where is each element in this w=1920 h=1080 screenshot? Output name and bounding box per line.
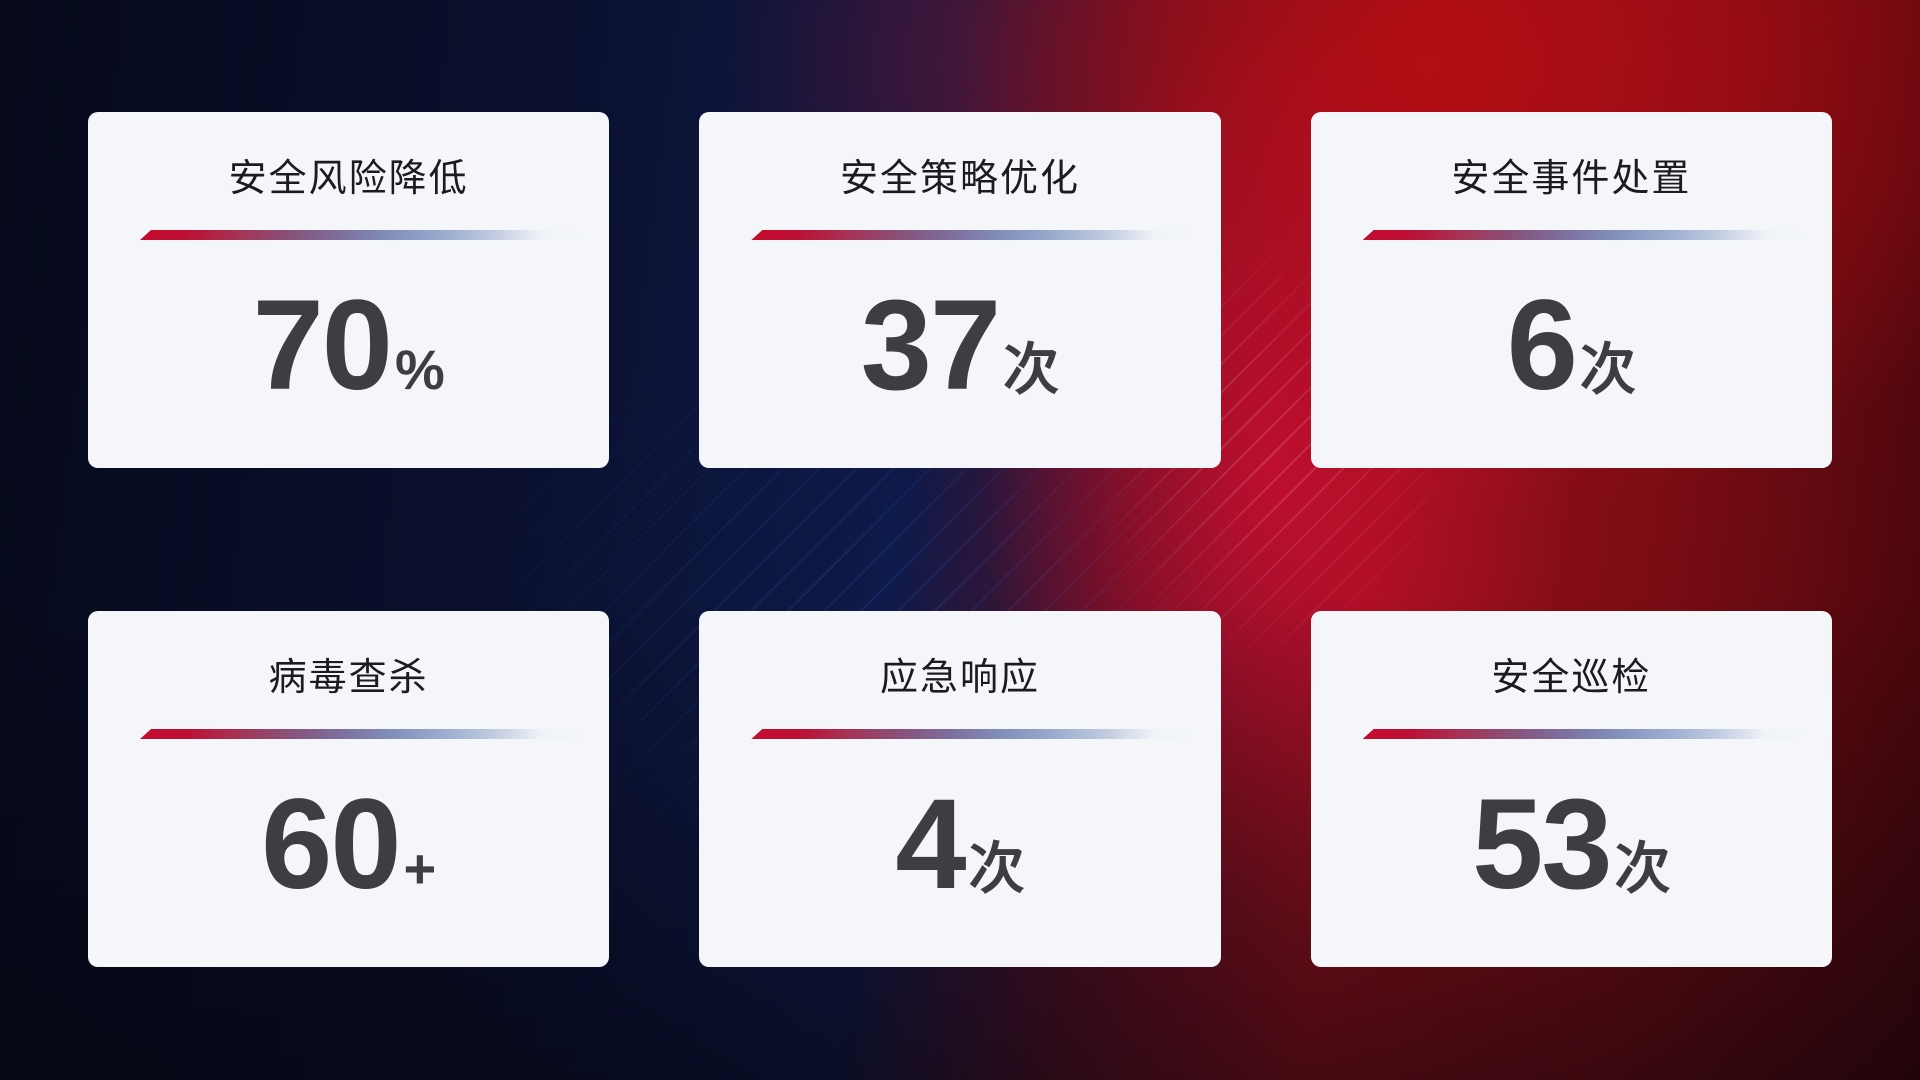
stat-card-value: 6 (1506, 274, 1578, 417)
stat-card-title: 安全策略优化 (839, 158, 1080, 200)
stat-card-title: 病毒查杀 (268, 657, 429, 699)
stat-card-divider-line (1362, 230, 1820, 240)
stat-card-unit: % (394, 338, 445, 401)
stat-card-value-row: 53 次 (1472, 781, 1670, 909)
stat-card-value: 37 (860, 274, 1001, 417)
stat-card: 安全巡检 53 次 (1310, 611, 1832, 967)
stat-card-unit: 次 (1614, 837, 1671, 900)
stat-card-value-row: 4 次 (895, 781, 1024, 909)
stat-card-divider-line (140, 729, 598, 739)
stat-card-value-row: 37 次 (861, 282, 1059, 410)
stat-card-divider-line (751, 230, 1209, 240)
stat-card-title: 应急响应 (879, 657, 1040, 699)
stat-card-title: 安全巡检 (1491, 657, 1652, 699)
stat-card-value: 4 (895, 773, 966, 916)
stat-card-value: 60 (261, 773, 401, 916)
stat-card-value-row: 60 + (261, 781, 436, 909)
stat-card-unit: + (403, 837, 437, 900)
stat-card: 应急响应 4 次 (699, 611, 1221, 967)
stat-card-value: 53 (1472, 773, 1612, 916)
stat-card-unit: 次 (1003, 338, 1060, 401)
stat-card: 安全风险降低 70 % (88, 112, 610, 468)
stat-card-value: 70 (252, 274, 393, 417)
stat-card-divider-line (140, 230, 598, 240)
stat-card-unit: 次 (1579, 338, 1636, 401)
stat-card-value-row: 70 % (253, 282, 445, 410)
stat-card: 安全事件处置 6 次 (1310, 112, 1832, 468)
stat-card: 安全策略优化 37 次 (699, 112, 1221, 468)
stat-card-title: 安全风险降低 (228, 158, 469, 200)
stat-card: 病毒查杀 60 + (88, 611, 610, 967)
stat-card-title: 安全事件处置 (1451, 158, 1692, 200)
stat-card-unit: 次 (968, 837, 1025, 900)
stat-card-divider-line (751, 729, 1209, 739)
stat-card-divider-line (1362, 729, 1820, 739)
stat-card-value-row: 6 次 (1507, 282, 1636, 410)
